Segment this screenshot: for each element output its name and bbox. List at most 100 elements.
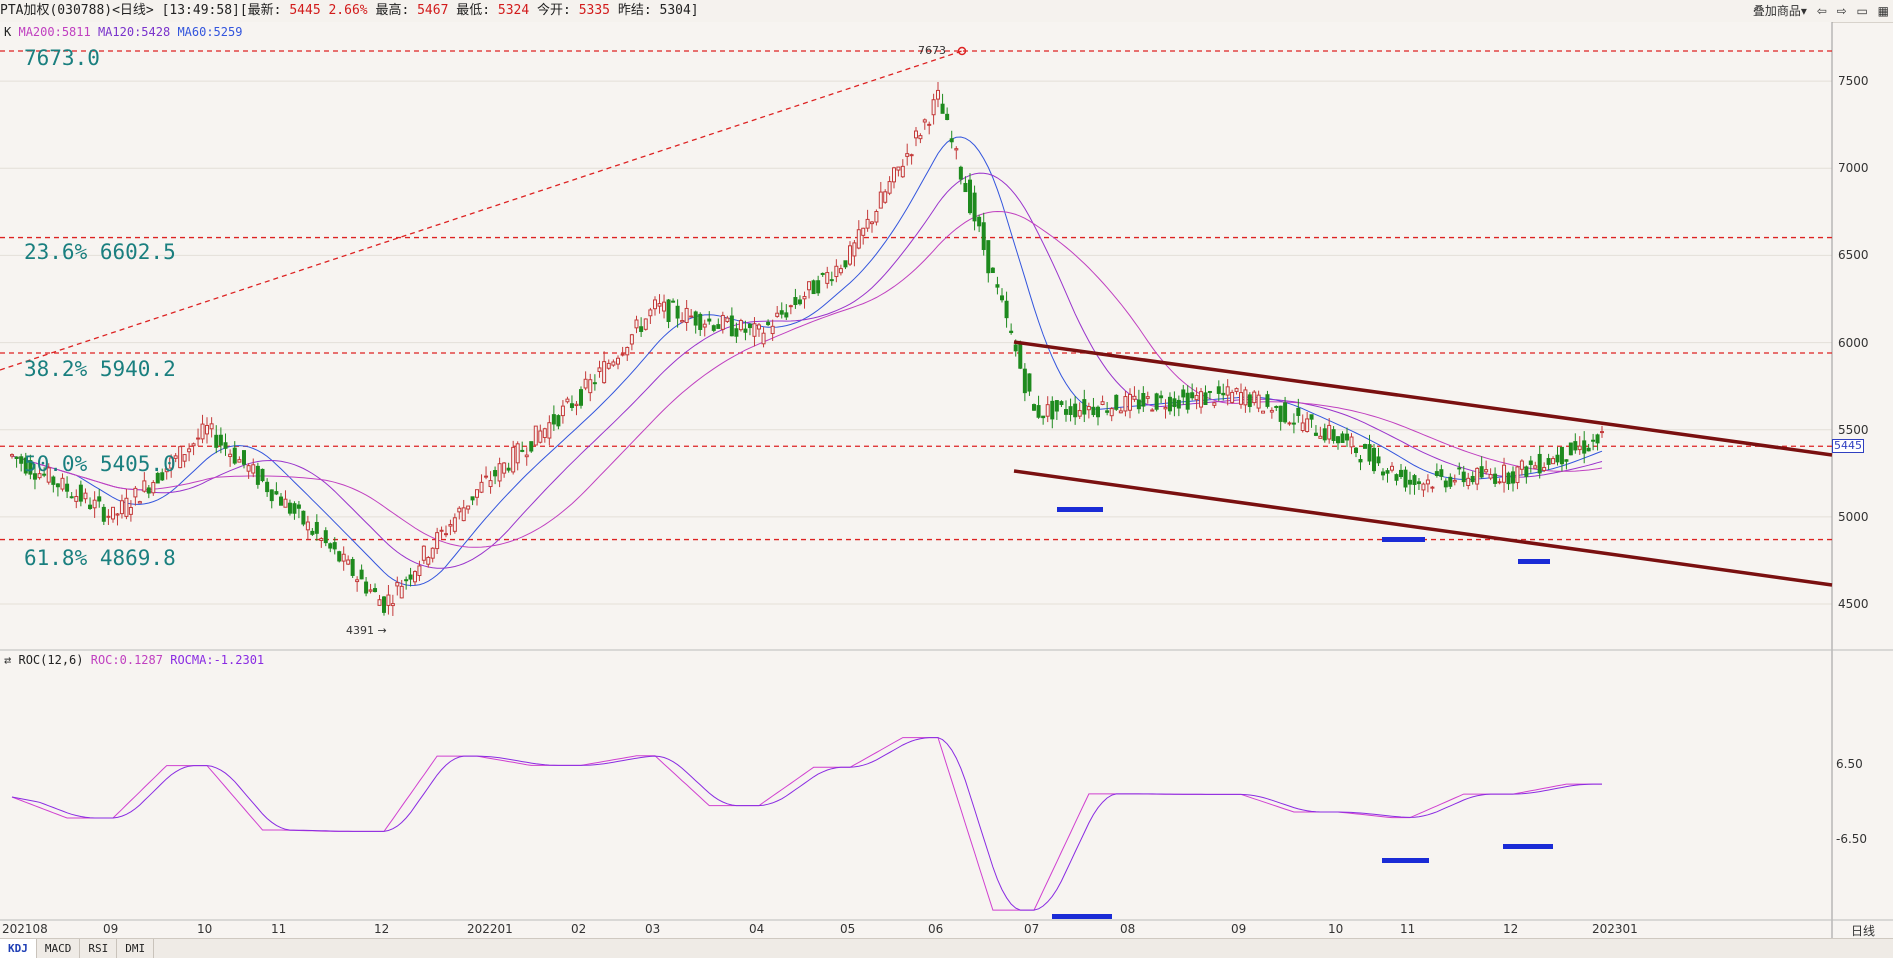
candle-body — [475, 489, 479, 498]
tab-kdj[interactable]: KDJ — [0, 939, 37, 958]
forward-arrow-icon[interactable]: ⇨ — [1836, 4, 1847, 18]
candle-body — [711, 325, 716, 331]
candle-body — [1470, 475, 1475, 483]
overlay-button[interactable]: 叠加商品▾ — [1752, 4, 1807, 18]
candle-body — [413, 571, 417, 583]
candle-body — [620, 353, 625, 356]
tab-macd[interactable]: MACD — [37, 939, 81, 958]
window-icon[interactable]: ▭ — [1856, 4, 1868, 18]
candle-body — [1331, 429, 1336, 441]
candle-body — [878, 191, 883, 209]
kline-chart[interactable] — [0, 22, 1893, 957]
candle-body — [963, 182, 968, 193]
candle-body — [142, 480, 147, 492]
candle-body — [1568, 442, 1573, 456]
candle-body — [390, 603, 395, 607]
candle-body — [1234, 388, 1239, 392]
candle-body — [60, 477, 65, 490]
grid-icon[interactable]: ▦ — [1877, 4, 1889, 18]
candle-body — [1434, 471, 1439, 477]
candle-body — [1136, 399, 1141, 410]
candle-body — [417, 565, 422, 577]
candle-body — [820, 272, 825, 275]
candle-body — [1345, 433, 1349, 441]
candle-body — [314, 521, 319, 534]
roc-lines — [11, 737, 1602, 911]
x-axis-label-17: 202301 — [1592, 922, 1638, 936]
candle-body — [97, 496, 102, 502]
swap-icon[interactable]: ⇄ — [4, 653, 12, 667]
candle-body — [1385, 470, 1390, 474]
candle-body — [1000, 295, 1004, 301]
candle-body — [1381, 471, 1385, 476]
candle-body — [524, 454, 529, 458]
candle-body — [1551, 458, 1556, 465]
roc-legend: ⇄ ROC(12,6) ROC:0.1287 ROCMA:-1.2301 — [4, 653, 264, 667]
x-axis-label-12: 08 — [1120, 922, 1136, 936]
candle-body — [1018, 343, 1023, 369]
candle-body — [377, 599, 382, 606]
candle-body — [296, 504, 301, 509]
candle-body — [260, 468, 265, 482]
candle-body — [870, 221, 874, 225]
candle-body — [734, 328, 739, 337]
candle-body — [1488, 474, 1493, 479]
candle-body — [887, 181, 892, 194]
candle-body — [616, 357, 620, 365]
candle-body — [1497, 481, 1502, 484]
candle-body — [1181, 389, 1186, 398]
candle-body — [936, 89, 940, 100]
candle-body — [1163, 406, 1168, 410]
price-axis-label-5: 5000 — [1838, 509, 1869, 524]
candle-body — [1050, 400, 1055, 420]
peak-annotation: 7673 — [918, 44, 946, 57]
candle-body — [1452, 479, 1457, 483]
back-arrow-icon[interactable]: ⇦ — [1816, 4, 1827, 18]
candle-body — [466, 505, 471, 510]
candle-body — [164, 468, 169, 473]
candle-body — [949, 138, 954, 143]
candle-body — [386, 594, 391, 606]
candle-body — [1511, 471, 1515, 484]
candle-body — [922, 119, 927, 123]
candle-body — [337, 551, 342, 562]
candle-body — [1027, 373, 1032, 392]
x-axis-label-0: 202108 — [2, 922, 48, 936]
candle-body — [542, 428, 547, 439]
period-label: <日线> — [112, 3, 154, 18]
tab-rsi[interactable]: RSI — [80, 939, 118, 958]
candle-body — [918, 135, 923, 140]
candle-body — [242, 450, 246, 465]
candle-body — [1448, 476, 1453, 487]
candle-body — [698, 313, 703, 330]
candle-body — [305, 521, 310, 531]
candle-body — [37, 473, 42, 479]
candle-body — [341, 553, 346, 562]
candle-body — [1340, 433, 1345, 443]
candle-body — [1194, 394, 1199, 401]
low-price: 5324 — [497, 3, 530, 18]
tab-dmi[interactable]: DMI — [117, 939, 155, 958]
candle-body — [78, 484, 83, 502]
candle-body — [945, 113, 950, 121]
x-axis-label-14: 10 — [1328, 922, 1344, 936]
candle-body — [602, 361, 607, 384]
roc-axis-label-1: -6.50 — [1836, 832, 1868, 846]
candle-body — [448, 524, 453, 527]
candle-body — [106, 515, 111, 518]
candle-body — [538, 430, 543, 443]
candle-body — [1009, 330, 1014, 334]
low-marker-1 — [1057, 507, 1103, 512]
x-axis-period: 日线 — [1851, 924, 1876, 938]
candle-body — [301, 510, 306, 525]
candle-body — [743, 328, 748, 333]
candle-body — [1167, 396, 1172, 412]
candle-body — [452, 517, 457, 532]
candle-body — [843, 260, 848, 268]
candle-body — [479, 481, 484, 493]
candle-body — [228, 453, 233, 458]
prev-settle: 5304] — [659, 3, 699, 18]
candle-body — [46, 467, 51, 483]
candle-body — [914, 130, 918, 139]
candle-body — [766, 321, 771, 326]
